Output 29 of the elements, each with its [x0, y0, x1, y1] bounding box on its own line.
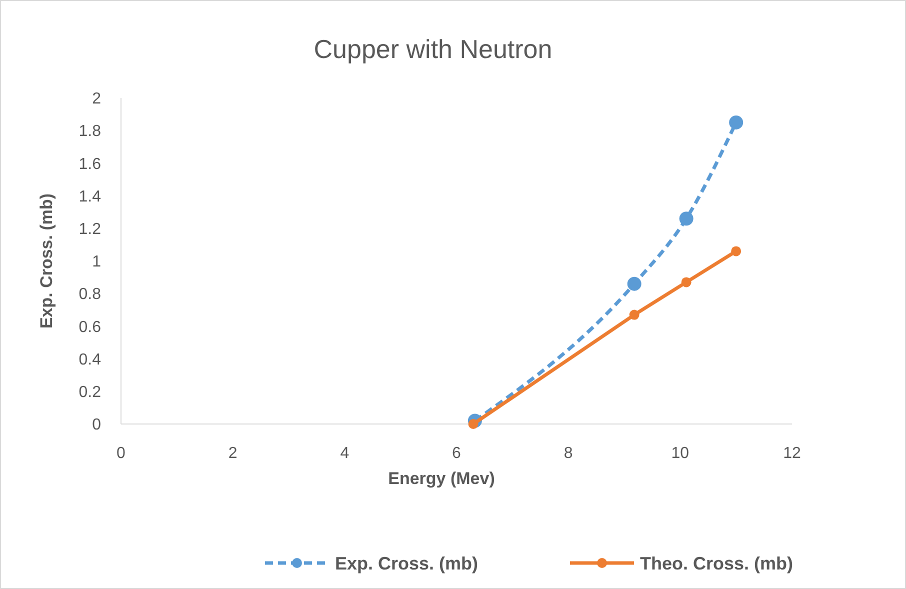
point — [679, 212, 694, 226]
legend-label: Exp. Cross. (mb) — [335, 553, 478, 574]
y-tick-label: 1.8 — [78, 123, 102, 140]
y-tick-label: 1.2 — [78, 221, 102, 238]
point — [627, 276, 642, 291]
y-tick-label: 2 — [92, 90, 102, 108]
point — [729, 115, 744, 130]
x-tick-label: 10 — [671, 445, 690, 462]
y-axis-title: Exp. Cross. (mb) — [37, 193, 56, 329]
x-axis-title: Energy (Mev) — [388, 469, 495, 488]
point — [629, 310, 640, 320]
x-tick-label: 12 — [783, 445, 801, 462]
x-tick-label: 0 — [116, 445, 126, 462]
y-tick-label: 1.6 — [78, 156, 102, 173]
y-tick-label: 0 — [92, 416, 102, 434]
y-tick-label: 1 — [92, 254, 102, 271]
y-tick-label: 0.8 — [78, 286, 102, 304]
legend-label: Theo. Cross. (mb) — [640, 553, 794, 574]
y-tick-label: 0.4 — [78, 351, 102, 368]
x-tick-label: 6 — [452, 445, 462, 462]
point — [731, 246, 742, 256]
x-tick-label: 2 — [228, 445, 238, 462]
x-tick-label: 4 — [340, 445, 350, 462]
point — [681, 277, 692, 288]
y-tick-label: 0.6 — [78, 318, 102, 336]
y-tick-label: 1.4 — [78, 188, 102, 206]
y-tick-label: 0.2 — [78, 384, 102, 401]
x-tick-label: 8 — [564, 445, 573, 462]
chart-title: Cupper with Neutron — [314, 34, 552, 64]
